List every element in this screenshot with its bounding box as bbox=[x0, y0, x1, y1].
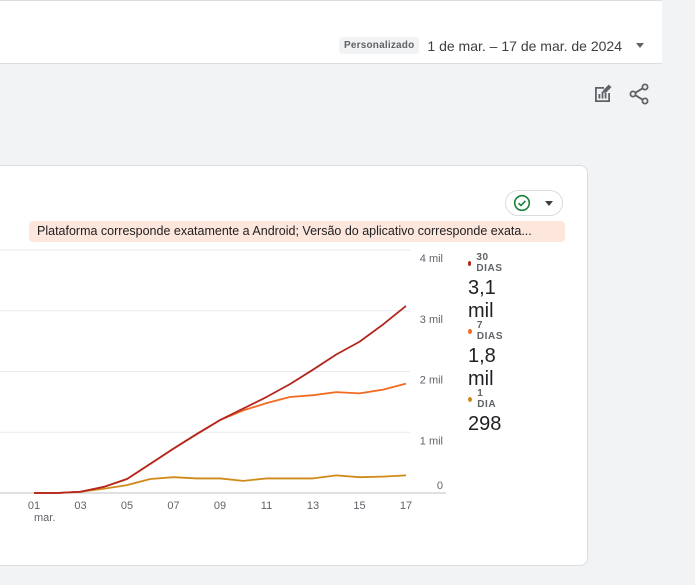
top-bar: Personalizado 1 de mar. – 17 de mar. de … bbox=[0, 0, 662, 64]
legend-item: 1 DIA 298 bbox=[468, 388, 501, 436]
legend-dot-icon bbox=[468, 260, 472, 266]
date-range-text: 1 de mar. – 17 de mar. de 2024 bbox=[427, 37, 622, 54]
y-tick-label: 4 mil bbox=[420, 253, 443, 265]
x-tick-label: 09 bbox=[214, 500, 226, 512]
report-card: Plataforma corresponde exatamente a Andr… bbox=[0, 165, 588, 566]
x-tick-label: 13 bbox=[307, 500, 319, 512]
filter-chip[interactable]: Plataforma corresponde exatamente a Andr… bbox=[29, 221, 565, 242]
y-tick-label: 2 mil bbox=[420, 375, 443, 387]
date-range-selector[interactable]: Personalizado 1 de mar. – 17 de mar. de … bbox=[339, 37, 644, 54]
legend-dot-icon bbox=[468, 328, 472, 334]
check-circle-icon bbox=[513, 194, 531, 212]
legend-value: 3,1 mil bbox=[468, 277, 496, 322]
share-icon[interactable] bbox=[627, 82, 651, 106]
legend-label: 1 DIA bbox=[477, 388, 497, 410]
x-tick-label: 05 bbox=[121, 500, 133, 512]
date-preset-badge: Personalizado bbox=[339, 37, 420, 54]
x-tick-label: 15 bbox=[353, 500, 365, 512]
legend-value: 298 bbox=[468, 413, 502, 435]
chevron-down-icon bbox=[545, 200, 553, 206]
series-line bbox=[34, 474, 407, 494]
x-month-label: mar. bbox=[34, 512, 55, 524]
x-tick-label: 07 bbox=[167, 500, 179, 512]
edit-report-icon[interactable] bbox=[591, 82, 615, 106]
y-tick-label: 3 mil bbox=[420, 314, 443, 326]
y-tick-label: 1 mil bbox=[420, 435, 443, 447]
legend-label: 30 DIAS bbox=[476, 252, 503, 274]
chevron-down-icon bbox=[636, 43, 644, 48]
series-line bbox=[34, 305, 407, 494]
data-status-button[interactable] bbox=[505, 190, 563, 216]
legend-item: 7 DIAS 1,8 mil bbox=[468, 320, 504, 391]
legend-dot-icon bbox=[468, 396, 473, 402]
legend-label: 7 DIAS bbox=[476, 320, 504, 342]
x-tick-label: 11 bbox=[261, 500, 272, 512]
x-tick-label: 01 bbox=[28, 500, 40, 512]
x-tick-label: 17 bbox=[400, 500, 412, 512]
y-tick-label: 0 bbox=[437, 480, 443, 492]
legend-item: 30 DIAS 3,1 mil bbox=[468, 252, 504, 323]
legend-value: 1,8 mil bbox=[468, 345, 496, 390]
x-tick-label: 03 bbox=[74, 500, 86, 512]
